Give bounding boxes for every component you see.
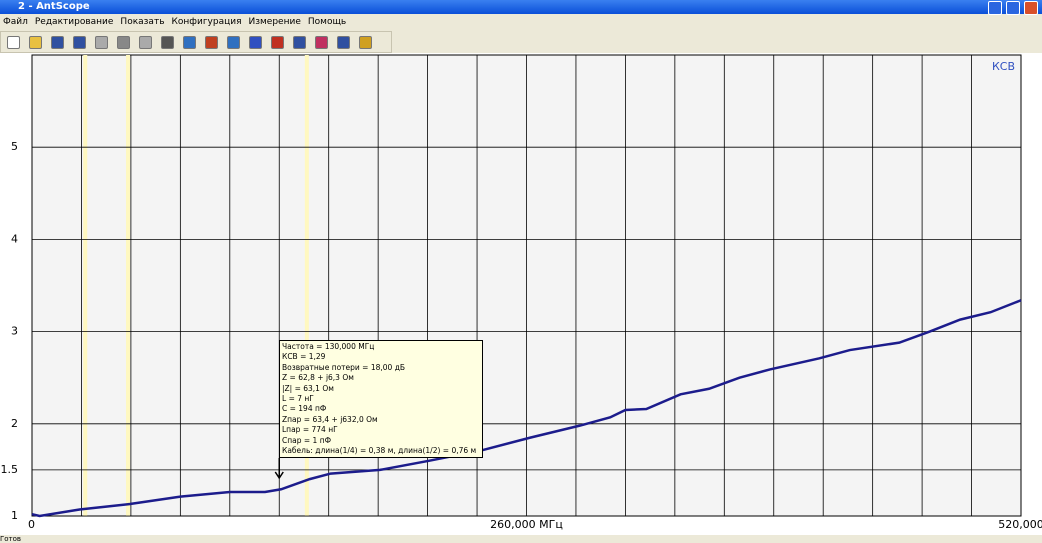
window-title: 2 - AntScope [18,1,90,12]
y-tick-label: 1 [11,509,18,522]
x-tick-label: 0 [28,518,35,531]
tooltip-line: |Z| = 63,1 Ом [282,383,334,393]
tooltip-line: Z = 62,8 + j6,3 Ом [282,373,354,383]
toolbar-button[interactable] [183,36,196,49]
menu-item[interactable]: Редактирование [34,17,114,27]
status-text: Готов [0,535,22,543]
toolbar-button[interactable] [205,36,218,49]
close-button[interactable] [1024,1,1038,15]
band-marker [126,55,131,516]
tooltip-line: Частота = 130,000 МГц [282,342,375,351]
tooltip-line: Lпар = 774 нГ [282,425,338,435]
minimize-button[interactable] [988,1,1002,15]
tooltip-line: Cпар = 1 пФ [282,435,332,445]
toolbar [0,31,392,53]
tooltip-line: Zпар = 63,4 + j632,0 Ом [282,414,378,424]
menu-item[interactable]: Показать [120,17,165,27]
toolbar-button[interactable] [73,36,86,49]
toolbar-button[interactable] [161,36,174,49]
toolbar-button[interactable] [293,36,306,49]
band-marker [83,55,88,516]
tooltip-line: КСВ = 1,29 [282,352,326,362]
y-tick-label: 1.5 [1,463,19,476]
toolbar-button[interactable] [51,36,64,49]
toolbar-button[interactable] [227,36,240,49]
toolbar-button[interactable] [139,36,152,49]
menu-item[interactable]: Помощь [307,17,347,27]
y-tick-label: 4 [11,232,18,245]
x-tick-label: 260,000 МГц [490,518,563,531]
toolbar-button[interactable] [7,36,20,49]
menu-item[interactable]: Измерение [248,17,301,27]
toolbar-button[interactable] [117,36,130,49]
chart: 1 1.5 2 3 4 5 0 260,000 МГц 520,000 КСВ [0,53,1042,535]
toolbar-button[interactable] [315,36,328,49]
swr-line [31,299,1022,518]
maximize-button[interactable] [1006,1,1020,15]
tooltip: Частота = 130,000 МГц КСВ = 1,29 Возвратны… [279,340,483,458]
y-tick-label: 2 [11,417,18,430]
status-bar: Готов [0,535,1042,543]
tooltip-line: Возвратные потери = 18,00 дБ [282,362,406,372]
toolbar-button[interactable] [337,36,350,49]
toolbar-button[interactable] [249,36,262,49]
toolbar-button[interactable] [271,36,284,49]
menu-item[interactable]: Файл [3,17,28,27]
frequency-marker [274,458,284,480]
x-tick-label: 520,000 [998,518,1042,531]
tooltip-line: Кабель: длина(1/4) = 0,38 м, длина(1/2) … [282,446,477,456]
toolbar-button[interactable] [29,36,42,49]
menu-bar: Файл Редактирование Показать Конфигурация Из… [0,14,1042,30]
y-tick-label: 3 [11,325,18,338]
band-marker [304,55,309,516]
y-tick-label: 5 [11,140,18,153]
series-label: КСВ [992,60,1015,73]
tooltip-line: C = 194 пФ [282,404,327,414]
toolbar-button[interactable] [95,36,108,49]
title-bar: 2 - AntScope [0,0,1042,15]
menu-item[interactable]: Конфигурация [171,17,242,27]
toolbar-button[interactable] [359,36,372,49]
tooltip-line: L = 7 нГ [282,394,314,404]
